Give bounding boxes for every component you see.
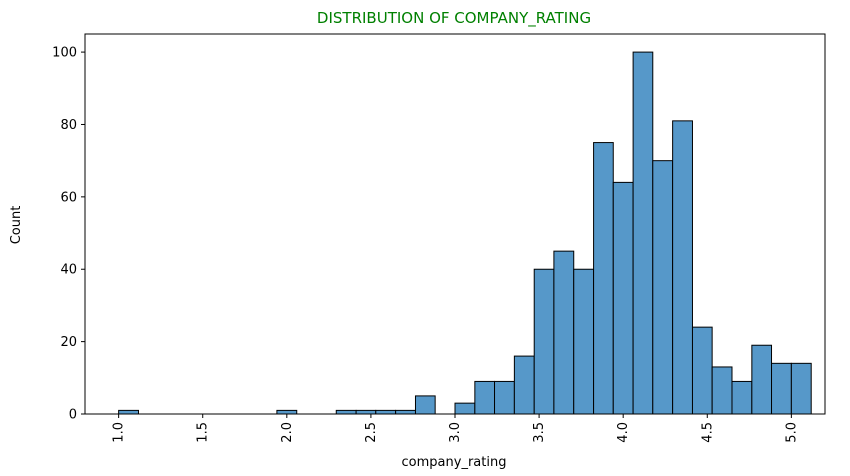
histogram-bar	[612, 181, 634, 415]
x-axis: 1.0 1.5 2.0 2.5 3.0 3.5 4.0 4.5 5.0	[112, 414, 799, 443]
x-tick-label: 5.0	[784, 422, 799, 443]
y-tick-label: 100	[52, 46, 77, 61]
x-tick-label: 4.5	[700, 422, 715, 443]
histogram-bar	[691, 326, 713, 415]
plot-frame	[84, 33, 826, 415]
x-tick-label: 1.5	[196, 422, 211, 443]
histogram-bar	[652, 160, 674, 415]
chart-title: DISTRIBUTION OF COMPANY_RATING	[317, 9, 591, 28]
histogram-bar	[355, 409, 377, 415]
x-tick-label: 3.5	[532, 422, 547, 443]
histogram-bar	[731, 380, 753, 415]
y-axis: 0 20 40 60 80 100	[52, 46, 85, 423]
histogram-bar	[711, 366, 733, 415]
histogram-bar	[118, 409, 139, 415]
histogram-bar	[672, 120, 693, 415]
bars-group	[118, 51, 812, 415]
histogram-bar	[632, 51, 654, 415]
y-tick-label: 80	[60, 118, 77, 133]
histogram-bar	[494, 380, 515, 415]
histogram-bar	[414, 395, 436, 415]
histogram-bar	[375, 409, 397, 415]
histogram-bar	[335, 409, 357, 415]
histogram-bar	[513, 355, 535, 415]
histogram-bar	[573, 268, 595, 415]
x-tick-label: 1.0	[112, 422, 127, 443]
histogram-bar	[474, 380, 496, 415]
histogram-bar	[533, 268, 555, 415]
histogram-bar	[276, 409, 298, 415]
y-axis-label: Count	[9, 206, 24, 245]
x-tick-label: 4.0	[616, 422, 631, 443]
histogram-bar	[395, 409, 416, 415]
histogram-bar	[790, 362, 812, 415]
y-tick-label: 20	[60, 335, 77, 350]
x-tick-label: 2.5	[364, 422, 379, 443]
histogram-bar	[751, 344, 773, 415]
histogram-bar	[593, 142, 614, 415]
histogram-bar	[553, 250, 575, 415]
x-tick-label: 2.0	[280, 422, 295, 443]
x-tick-label: 3.0	[448, 422, 463, 443]
y-tick-label: 40	[60, 263, 77, 278]
histogram-bar	[771, 362, 792, 415]
histogram-bar	[454, 402, 476, 415]
x-axis-label: company_rating	[402, 455, 507, 470]
y-tick-label: 0	[69, 408, 77, 423]
y-tick-label: 60	[60, 190, 77, 205]
